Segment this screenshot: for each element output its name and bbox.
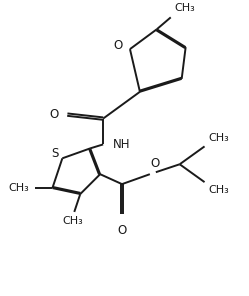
Text: CH₃: CH₃ [208, 133, 229, 144]
Text: O: O [151, 157, 160, 170]
Text: O: O [117, 224, 127, 237]
Text: CH₃: CH₃ [175, 3, 195, 13]
Text: S: S [51, 147, 58, 160]
Text: O: O [114, 39, 123, 52]
Text: CH₃: CH₃ [62, 216, 83, 226]
Text: NH: NH [113, 138, 130, 151]
Text: CH₃: CH₃ [9, 183, 30, 193]
Text: CH₃: CH₃ [208, 185, 229, 195]
Text: O: O [49, 108, 58, 121]
